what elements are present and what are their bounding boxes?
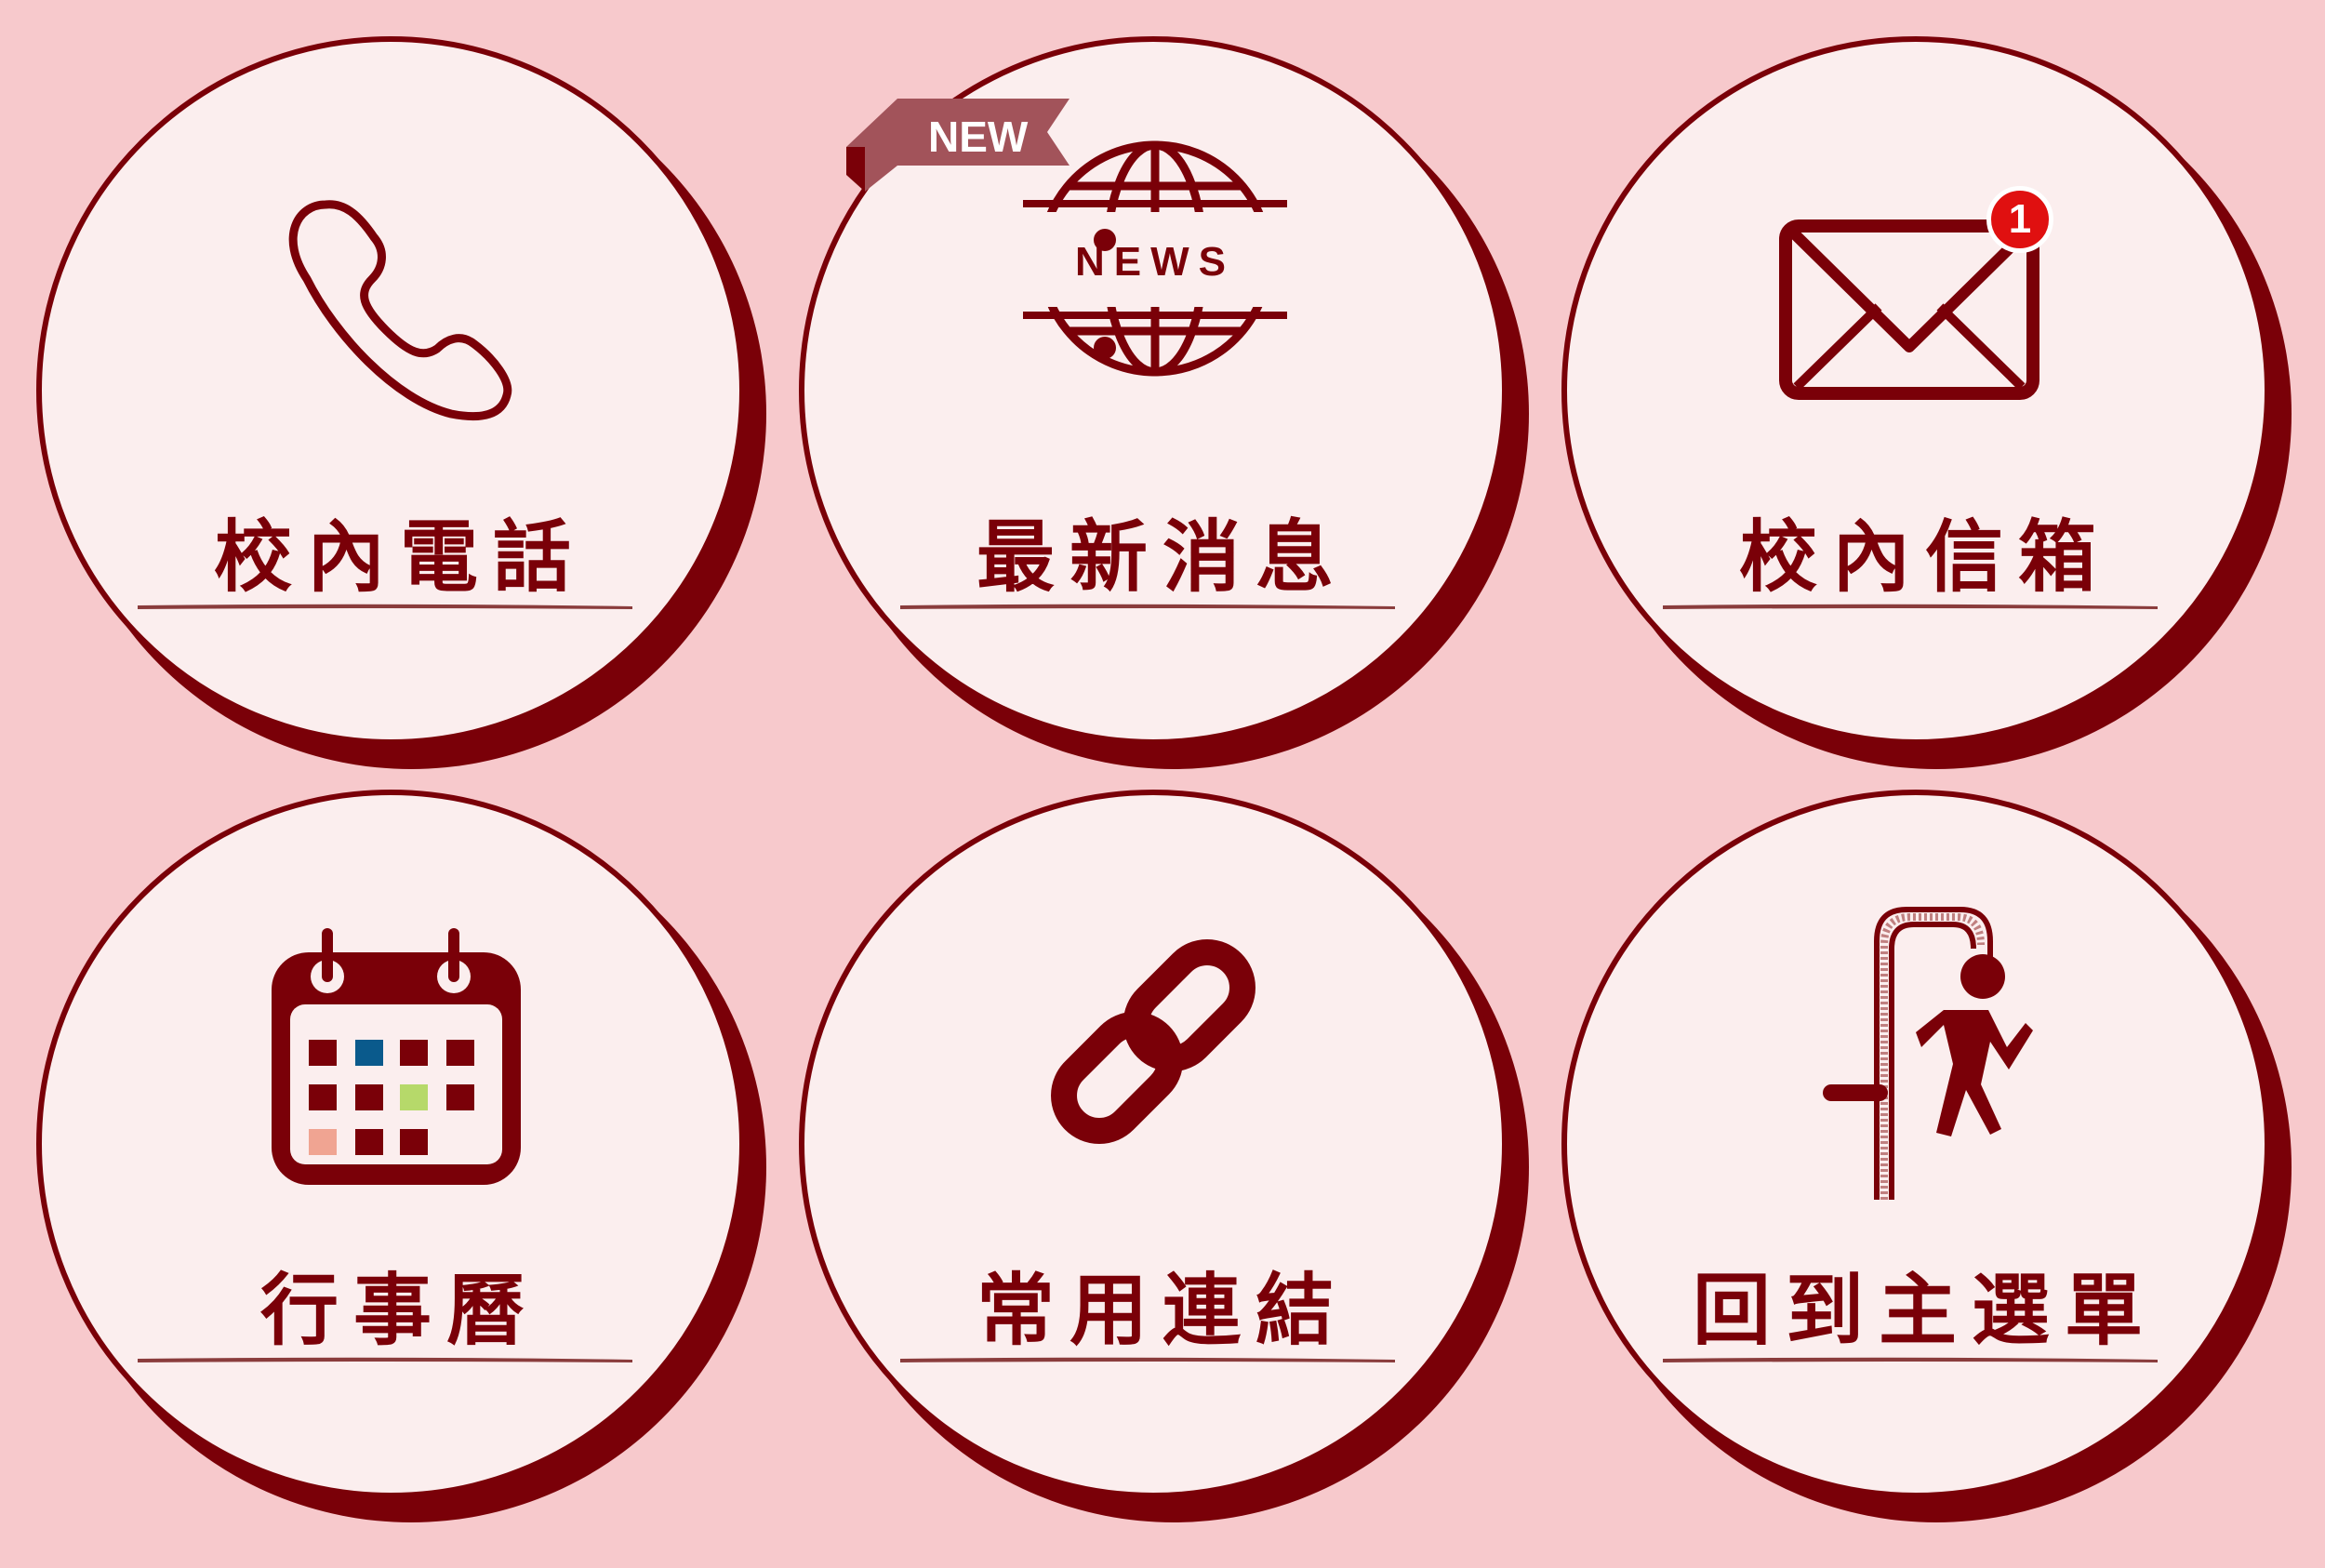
- tile-label: 常用連結: [976, 1265, 1348, 1356]
- tile-circle: [799, 36, 1529, 769]
- divider: [1663, 1357, 2158, 1362]
- ribbon-label: NEW: [928, 113, 1029, 161]
- divider: [138, 604, 632, 609]
- tile-label: 校內信箱: [1738, 512, 2111, 603]
- tile-news[interactable]: NEWS NEW 最新消息: [790, 36, 1534, 781]
- calendar-icon: [272, 928, 521, 1185]
- exit-icon: [1823, 907, 2033, 1200]
- tile-circle: [1561, 790, 2292, 1522]
- divider: [900, 1357, 1395, 1362]
- divider: [900, 604, 1395, 609]
- new-ribbon: NEW: [846, 99, 1070, 210]
- link-icon: [1051, 939, 1256, 1144]
- tile-main-menu[interactable]: 回到主選單: [1553, 790, 2297, 1535]
- tile-mail[interactable]: 1 校內信箱: [1553, 36, 2297, 781]
- news-globe-icon: NEWS: [1023, 140, 1287, 377]
- globe-news-text: NEWS: [1075, 239, 1235, 285]
- notification-badge: 1: [1986, 186, 2053, 253]
- tile-calendar[interactable]: 行事曆: [28, 790, 772, 1535]
- tile-circle: [799, 790, 1529, 1522]
- tile-label: 回到主選單: [1692, 1265, 2158, 1356]
- tile-label: 最新消息: [976, 512, 1348, 603]
- tile-links[interactable]: 常用連結: [790, 790, 1534, 1535]
- divider: [1663, 604, 2158, 609]
- tile-label: 校內電話: [213, 512, 586, 603]
- tile-phone[interactable]: 校內電話: [28, 36, 772, 781]
- divider: [138, 1357, 632, 1362]
- tile-circle: [36, 36, 766, 769]
- phone-icon: [288, 200, 512, 421]
- mail-icon: [1779, 219, 2039, 400]
- tile-label: 行事曆: [259, 1265, 539, 1356]
